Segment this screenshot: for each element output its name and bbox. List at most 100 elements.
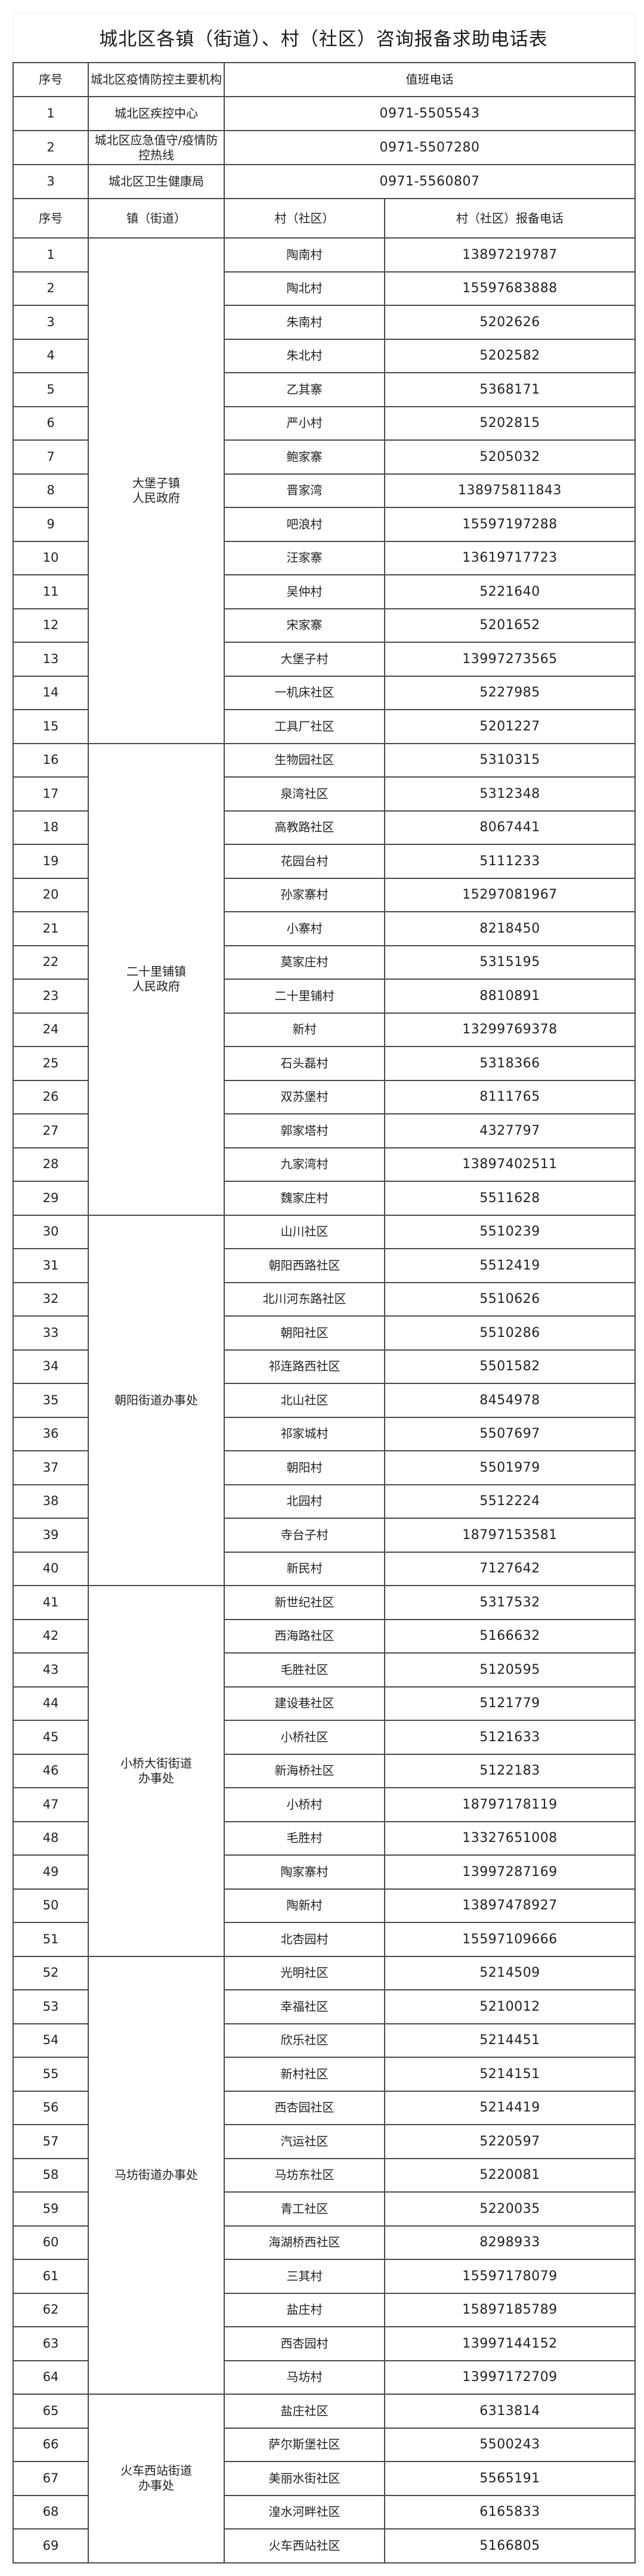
village-name: 小桥村 bbox=[224, 1787, 385, 1822]
row-number: 51 bbox=[13, 1922, 89, 1957]
village-phone: 13299769378 bbox=[384, 1012, 636, 1047]
duty-phone: 0971-5505543 bbox=[224, 96, 636, 131]
town-name: 马坊街道办事处 bbox=[88, 1955, 225, 2395]
village-name: 吴仲村 bbox=[224, 574, 385, 609]
village-name: 毛胜村 bbox=[224, 1820, 385, 1856]
row-number: 16 bbox=[13, 742, 89, 778]
village-phone: 5312348 bbox=[384, 776, 636, 812]
town-name: 朝阳街道办事处 bbox=[88, 1214, 225, 1586]
row-number: 6 bbox=[13, 405, 89, 441]
village-name: 萨尔斯堡社区 bbox=[224, 2427, 385, 2462]
village-phone: 15897185789 bbox=[384, 2292, 636, 2327]
village-name: 郭家塔村 bbox=[224, 1113, 385, 1148]
village-name: 马坊村 bbox=[224, 2360, 385, 2395]
village-phone: 18797178119 bbox=[384, 1787, 636, 1822]
header-cell: 镇（街道） bbox=[88, 198, 225, 239]
village-phone: 5565191 bbox=[384, 2461, 636, 2496]
row-number: 56 bbox=[13, 2090, 89, 2125]
village-phone: 8111765 bbox=[384, 1079, 636, 1114]
village-name: 宋家寨 bbox=[224, 608, 385, 643]
table-row: 66 萨尔斯堡社区 5500243 bbox=[13, 2427, 636, 2462]
town-name: 大堡子镇 人民政府 bbox=[88, 237, 225, 744]
village-phone: 5501582 bbox=[384, 1349, 636, 1384]
duty-phone: 0971-5560807 bbox=[224, 164, 636, 199]
row-number: 3 bbox=[13, 164, 89, 199]
header-cell: 村（社区） bbox=[224, 198, 385, 239]
row-number: 52 bbox=[13, 1955, 89, 1990]
village-name: 北园村 bbox=[224, 1484, 385, 1519]
village-phone: 5120595 bbox=[384, 1652, 636, 1688]
village-phone: 5111233 bbox=[384, 844, 636, 879]
table-row: 1 大堡子镇 人民政府 陶南村 13897219787 bbox=[13, 237, 636, 744]
row-number: 42 bbox=[13, 1618, 89, 1654]
duty-phone: 0971-5507280 bbox=[224, 130, 636, 165]
village-phone: 15597197288 bbox=[384, 507, 636, 542]
village-phone: 5510626 bbox=[384, 1281, 636, 1317]
village-name: 石头磊村 bbox=[224, 1046, 385, 1081]
village-name: 建设巷社区 bbox=[224, 1686, 385, 1721]
row-number: 2 bbox=[13, 271, 89, 306]
table-row: 50 陶新村 13897478927 bbox=[13, 1888, 636, 1923]
village-phone: 13897478927 bbox=[384, 1888, 636, 1923]
row-number: 1 bbox=[13, 237, 89, 273]
table-row: 40 新民村 7127642 bbox=[13, 1551, 636, 1586]
village-phone: 5500243 bbox=[384, 2427, 636, 2462]
header-cell: 村（社区）报备电话 bbox=[384, 198, 636, 239]
table-row: 15 工具厂社区 5201227 bbox=[13, 709, 636, 744]
table-row: 5 乙其寨 5368171 bbox=[13, 372, 636, 407]
row-number: 66 bbox=[13, 2427, 89, 2462]
table-row: 17 泉湾社区 5312348 bbox=[13, 776, 636, 812]
village-name: 美丽水街社区 bbox=[224, 2461, 385, 2496]
village-name: 新民村 bbox=[224, 1551, 385, 1586]
table-row: 7 鲍家寨 5205032 bbox=[13, 439, 636, 475]
table-row: 38 北园村 5512224 bbox=[13, 1484, 636, 1519]
village-phone: 13997172709 bbox=[384, 2360, 636, 2395]
village-phone: 5166805 bbox=[384, 2528, 636, 2563]
village-phone: 5205032 bbox=[384, 439, 636, 475]
row-number: 13 bbox=[13, 642, 89, 677]
row-number: 49 bbox=[13, 1854, 89, 1890]
row-number: 32 bbox=[13, 1281, 89, 1317]
village-phone: 5507697 bbox=[384, 1416, 636, 1451]
village-name: 莫家庄村 bbox=[224, 945, 385, 980]
row-number: 5 bbox=[13, 372, 89, 407]
village-name: 湟水河畔社区 bbox=[224, 2494, 385, 2529]
village-phone: 5210012 bbox=[384, 1989, 636, 2024]
village-name: 花园台村 bbox=[224, 844, 385, 879]
village-phone: 6313814 bbox=[384, 2394, 636, 2429]
village-name: 西杏园村 bbox=[224, 2326, 385, 2361]
village-name: 陶南村 bbox=[224, 237, 385, 273]
village-name: 朝阳西路社区 bbox=[224, 1248, 385, 1283]
village-phone: 5310315 bbox=[384, 742, 636, 778]
village-name: 朝阳村 bbox=[224, 1450, 385, 1485]
table-row: 48 毛胜村 13327651008 bbox=[13, 1820, 636, 1856]
row-number: 43 bbox=[13, 1652, 89, 1688]
table-row: 53 幸福社区 5210012 bbox=[13, 1989, 636, 2024]
row-number: 28 bbox=[13, 1147, 89, 1182]
row-number: 58 bbox=[13, 2157, 89, 2193]
village-phone: 5166632 bbox=[384, 1618, 636, 1654]
village-phone: 5220081 bbox=[384, 2157, 636, 2193]
row-number: 53 bbox=[13, 1989, 89, 2024]
village-phone: 5510239 bbox=[384, 1214, 636, 1249]
table-row: 26 双苏堡村 8111765 bbox=[13, 1079, 636, 1114]
village-name: 陶新村 bbox=[224, 1888, 385, 1923]
village-phone: 5214151 bbox=[384, 2057, 636, 2092]
table-row: 69 火车西站社区 5166805 bbox=[13, 2528, 636, 2563]
table-row: 36 祁家城村 5507697 bbox=[13, 1416, 636, 1451]
village-phone: 5214451 bbox=[384, 2023, 636, 2058]
table-row: 57 汽运社区 5220597 bbox=[13, 2124, 636, 2159]
table-row: 42 西海路社区 5166632 bbox=[13, 1618, 636, 1654]
table-row: 10 汪家寨 13619717723 bbox=[13, 540, 636, 575]
village-name: 小桥社区 bbox=[224, 1720, 385, 1755]
town-name: 火车西站街道 办事处 bbox=[88, 2394, 225, 2563]
table-row: 41 小桥大街街道 办事处 新世纪社区 5317532 bbox=[13, 1585, 636, 1957]
org-name: 城北区疾控中心 bbox=[88, 96, 225, 131]
village-phone: 8454978 bbox=[384, 1383, 636, 1418]
village-phone: 5317532 bbox=[384, 1585, 636, 1620]
village-phone: 15597178079 bbox=[384, 2259, 636, 2294]
village-name: 汽运社区 bbox=[224, 2124, 385, 2159]
table-row: 46 新海桥社区 5122183 bbox=[13, 1753, 636, 1788]
village-phone: 5512224 bbox=[384, 1484, 636, 1519]
table-row: 21 小寨村 8218450 bbox=[13, 911, 636, 946]
